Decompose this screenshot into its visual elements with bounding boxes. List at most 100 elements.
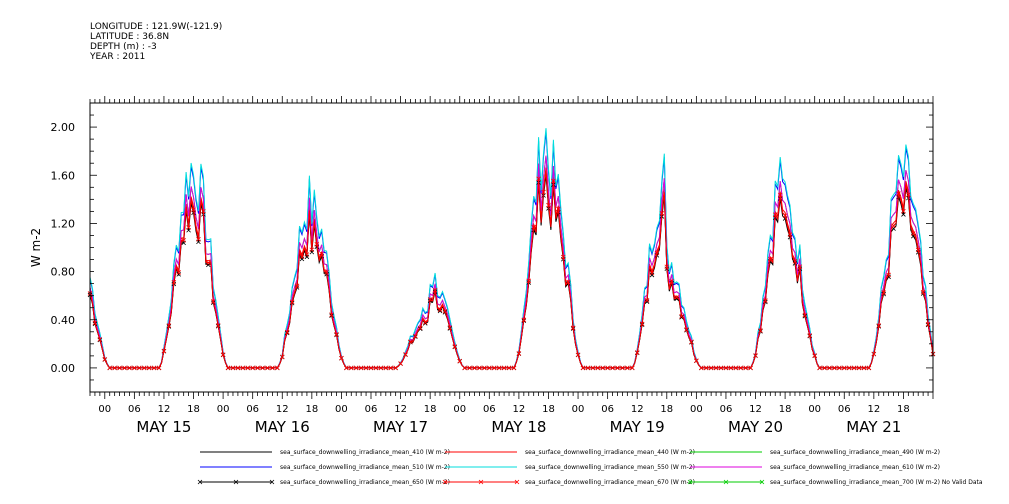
x-day-label: MAY 21 (846, 418, 901, 436)
y-tick-label: 2.00 (51, 121, 76, 134)
legend-item: sea_surface_downwelling_irradiance_mean_… (445, 449, 695, 456)
latitude-label: LATITUDE : 36.8N (90, 32, 170, 42)
series-marker (841, 365, 847, 371)
series-marker (694, 358, 699, 363)
series-marker (782, 213, 788, 218)
series-marker (531, 224, 536, 230)
series-marker (487, 365, 492, 371)
series-marker (896, 191, 901, 196)
x-hour-tick-label: 00 (690, 404, 703, 415)
series-marker (570, 325, 576, 331)
series-marker (225, 365, 231, 371)
series-marker (358, 365, 364, 371)
series-marker (344, 365, 349, 371)
series-marker (807, 333, 813, 338)
series-marker (196, 237, 201, 242)
series-marker (151, 365, 157, 371)
series-marker (181, 238, 186, 243)
series-line (89, 167, 934, 369)
series-marker (112, 365, 117, 371)
series-marker (418, 325, 423, 331)
legend-item: sea_surface_downwelling_irradiance_mean_… (200, 449, 450, 456)
legend-label: sea_surface_downwelling_irradiance_mean_… (525, 479, 695, 486)
series-marker (156, 365, 162, 371)
series-marker (201, 208, 206, 214)
y-tick-label: 0.00 (51, 362, 76, 375)
series-marker (738, 365, 744, 371)
series-marker (304, 252, 310, 257)
x-hour-tick-label: 00 (453, 404, 466, 415)
legend-item: sea_surface_downwelling_irradiance_mean_… (442, 479, 695, 486)
series-marker (822, 365, 827, 371)
x-hour-tick-label: 00 (572, 404, 585, 415)
legend-marker (197, 479, 203, 485)
x-hour-tick-label: 12 (394, 404, 407, 415)
series-marker (442, 308, 448, 314)
series-marker (768, 256, 773, 262)
series-line (89, 155, 934, 369)
axes: 00 06 12 18 00 06 12 18 00 06 12 18 00 06 12 18 00 06 12 18… (51, 96, 934, 436)
legend-label: sea_surface_downwelling_irradiance_mean_… (770, 464, 940, 471)
series-marker (363, 365, 369, 371)
series-marker (763, 298, 768, 303)
series-marker (590, 365, 596, 371)
series-marker (260, 365, 265, 371)
series-marker (915, 247, 921, 253)
series-marker (827, 365, 832, 371)
legend-marker (269, 479, 275, 485)
series-marker (728, 365, 734, 371)
series-marker (240, 365, 246, 371)
series-marker (339, 355, 344, 361)
x-day-label: MAY 19 (610, 418, 665, 436)
series-marker (615, 365, 620, 371)
series-marker (383, 365, 389, 371)
legend-marker (759, 479, 765, 485)
series-marker (565, 279, 571, 285)
series-marker (245, 365, 251, 371)
series-marker (644, 299, 650, 304)
series-marker (501, 365, 507, 371)
series-marker (689, 339, 694, 345)
series-marker (846, 365, 852, 371)
series-marker (580, 365, 586, 371)
series-marker (699, 365, 704, 371)
legend-item: sea_surface_downwelling_irradiance_mean_… (690, 449, 940, 456)
x-hour-tick-label: 12 (631, 404, 644, 415)
x-day-label: MAY 17 (373, 418, 428, 436)
x-day-label: MAY 18 (491, 418, 546, 436)
series-marker (526, 278, 532, 284)
series-marker (393, 365, 398, 371)
x-hour-tick-label: 06 (128, 404, 141, 415)
series-marker (235, 365, 241, 371)
series-marker (388, 365, 394, 371)
series-marker (546, 202, 551, 208)
series-marker (910, 231, 916, 236)
series-marker (575, 352, 581, 358)
series-marker (620, 365, 625, 371)
series-marker (146, 365, 152, 371)
series-marker (353, 365, 359, 371)
series-marker (255, 365, 260, 371)
series-marker (373, 365, 379, 371)
series-marker (743, 365, 748, 371)
year-label: YEAR : 2011 (90, 52, 146, 62)
series-marker (851, 365, 857, 371)
series-line (89, 171, 934, 369)
legend-label: sea_surface_downwelling_irradiance_mean_… (525, 464, 695, 471)
series-marker (925, 321, 931, 327)
series-marker (122, 365, 127, 371)
series-marker (408, 339, 413, 344)
series-line (89, 155, 934, 369)
series-marker (378, 365, 384, 371)
legend-item: sea_surface_downwelling_irradiance_mean_… (690, 464, 940, 471)
series-marker (585, 365, 591, 371)
series-marker (649, 270, 655, 276)
series-marker (881, 290, 886, 295)
series-marker (186, 225, 191, 230)
x-hour-tick-label: 00 (808, 404, 821, 415)
series-marker (329, 312, 334, 317)
series-lines (87, 128, 936, 371)
series-marker (250, 365, 255, 371)
series-marker (560, 254, 566, 260)
